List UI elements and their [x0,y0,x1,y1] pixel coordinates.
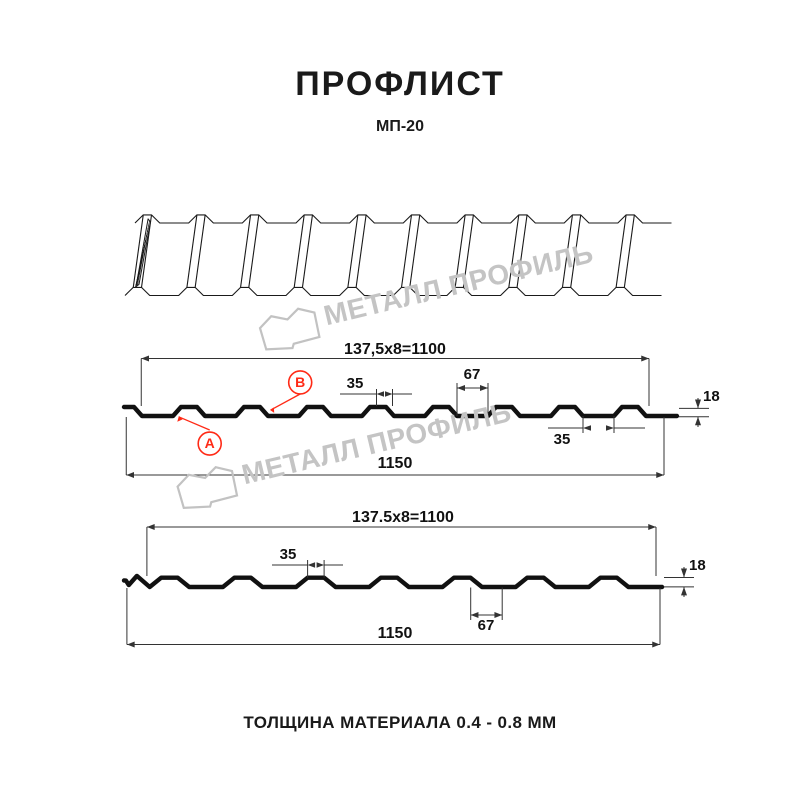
svg-text:35: 35 [280,546,297,563]
svg-text:A: A [205,435,215,451]
svg-text:67: 67 [464,366,481,383]
svg-text:137,5x8=1100: 137,5x8=1100 [344,341,446,358]
svg-text:18: 18 [703,388,720,405]
svg-text:18: 18 [689,557,706,574]
svg-text:67: 67 [478,617,495,634]
svg-text:137.5x8=1100: 137.5x8=1100 [352,509,454,526]
svg-text:B: B [295,374,305,390]
svg-text:35: 35 [554,431,571,448]
svg-text:1150: 1150 [378,625,413,642]
svg-text:35: 35 [347,375,364,392]
